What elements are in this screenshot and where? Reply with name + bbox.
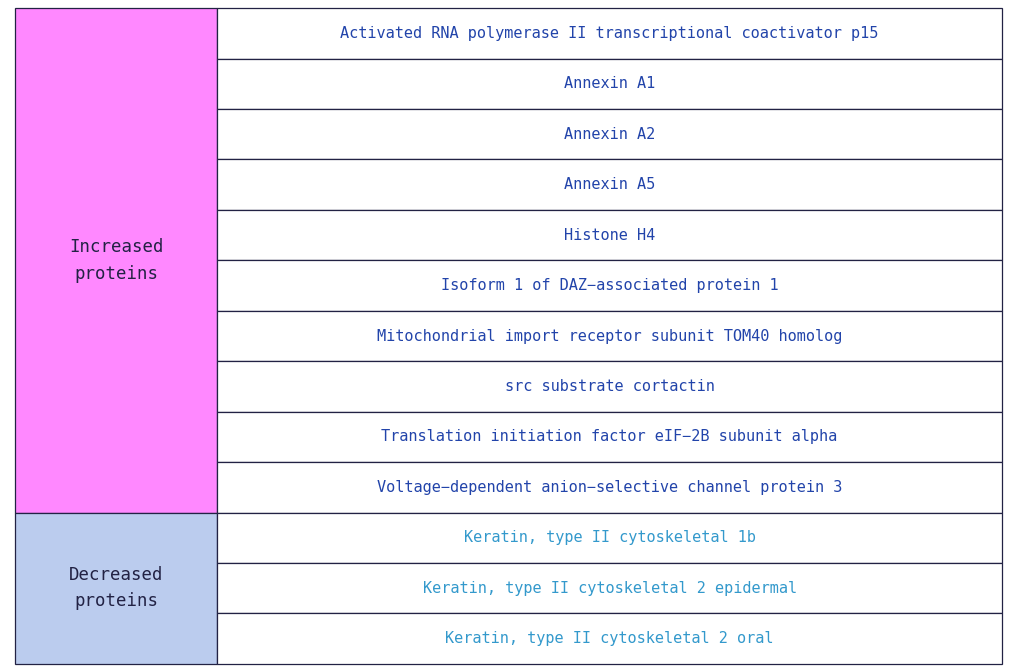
Text: Voltage−dependent anion−selective channel protein 3: Voltage−dependent anion−selective channe…	[377, 480, 842, 495]
Bar	[218, 260, 1002, 310]
Text: Mitochondrial import receptor subunit TOM40 homolog: Mitochondrial import receptor subunit TO…	[377, 329, 842, 343]
Bar	[218, 310, 1002, 362]
Text: Translation initiation factor eIF−2B subunit alpha: Translation initiation factor eIF−2B sub…	[381, 429, 838, 444]
Text: Keratin, type II cytoskeletal 2 oral: Keratin, type II cytoskeletal 2 oral	[445, 631, 774, 646]
Text: src substrate cortactin: src substrate cortactin	[504, 379, 715, 394]
Bar	[218, 513, 1002, 563]
Text: Annexin A5: Annexin A5	[564, 177, 655, 192]
Text: Isoform 1 of DAZ−associated protein 1: Isoform 1 of DAZ−associated protein 1	[440, 278, 778, 293]
Text: Annexin A2: Annexin A2	[564, 127, 655, 142]
Bar	[218, 8, 1002, 58]
Bar	[15, 8, 218, 513]
Bar	[15, 513, 218, 664]
Bar	[218, 362, 1002, 412]
Bar	[218, 109, 1002, 159]
Bar	[218, 210, 1002, 260]
Bar	[218, 614, 1002, 664]
Bar	[218, 462, 1002, 513]
Text: Activated RNA polymerase II transcriptional coactivator p15: Activated RNA polymerase II transcriptio…	[341, 26, 879, 41]
Bar	[218, 412, 1002, 462]
Text: Histone H4: Histone H4	[564, 228, 655, 243]
Text: Keratin, type II cytoskeletal 2 epidermal: Keratin, type II cytoskeletal 2 epiderma…	[422, 581, 796, 596]
Text: Annexin A1: Annexin A1	[564, 76, 655, 91]
Bar	[218, 159, 1002, 210]
Text: Decreased
proteins: Decreased proteins	[69, 566, 164, 610]
Text: Increased
proteins: Increased proteins	[69, 238, 164, 282]
Bar	[218, 58, 1002, 109]
Bar	[218, 563, 1002, 614]
Text: Keratin, type II cytoskeletal 1b: Keratin, type II cytoskeletal 1b	[464, 530, 756, 545]
